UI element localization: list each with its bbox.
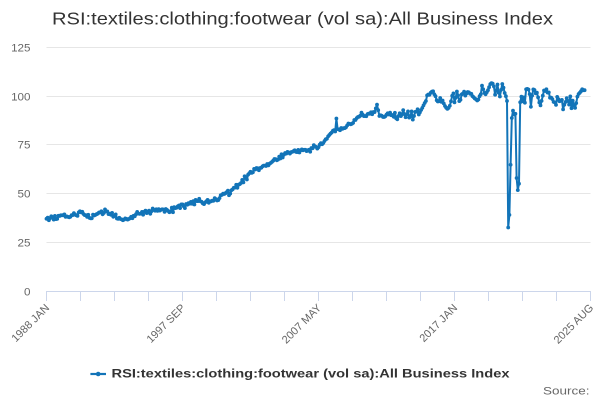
svg-text:50: 50 [18, 188, 31, 200]
svg-text:100: 100 [11, 91, 30, 103]
svg-text:25: 25 [18, 237, 31, 249]
svg-text:125: 125 [11, 42, 30, 54]
svg-text:Source:: Source: [543, 386, 590, 398]
svg-text:0: 0 [24, 286, 31, 298]
svg-text:RSI:textiles:clothing:footwear: RSI:textiles:clothing:footwear (vol sa):… [112, 367, 510, 381]
svg-text:RSI:textiles:clothing:footwear: RSI:textiles:clothing:footwear (vol sa):… [52, 9, 553, 29]
svg-text:75: 75 [18, 139, 31, 151]
